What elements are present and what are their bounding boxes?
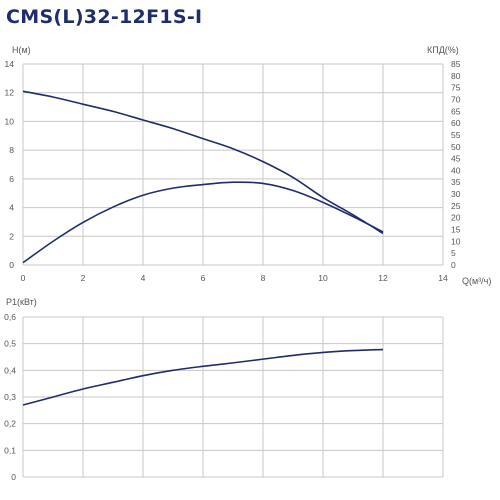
top-y-right-tick-label: 85: [451, 59, 461, 69]
top-y-right-tick-label: 60: [451, 118, 461, 128]
bottom-ylabel: P1(кВт): [6, 297, 37, 307]
top-y-left-tick-label: 8: [9, 145, 14, 155]
top-y-right-tick-label: 65: [451, 106, 461, 116]
top-y-left-tick-label: 4: [9, 203, 14, 213]
top-x-tick-label: 8: [261, 273, 266, 283]
top-x-tick-label: 10: [318, 273, 328, 283]
top-y-right-tick-label: 80: [451, 71, 461, 81]
top-y-left-tick-label: 0: [9, 260, 14, 270]
top-y-right-tick-label: 70: [451, 94, 461, 104]
top-ylabel-left: H(м): [12, 45, 31, 55]
top-y-left-tick-label: 14: [5, 59, 15, 69]
top-y-left-tick-label: 2: [9, 231, 14, 241]
top-x-tick-label: 6: [201, 273, 206, 283]
top-y-right-tick-label: 0: [451, 260, 456, 270]
top-y-right-tick-label: 5: [451, 248, 456, 258]
top-x-tick-label: 2: [81, 273, 86, 283]
top-y-right-tick-label: 45: [451, 154, 461, 164]
bottom-y-tick-label: 0: [11, 472, 16, 482]
top-x-tick-label: 12: [378, 273, 388, 283]
bottom-y-tick-label: 0,3: [4, 392, 16, 402]
top-x-tick-label: 14: [438, 273, 448, 283]
top-y-left-tick-label: 6: [9, 174, 14, 184]
top-x-tick-label: 4: [141, 273, 146, 283]
top-y-right-tick-label: 40: [451, 165, 461, 175]
efficiency-curve: [22, 181, 384, 264]
top-y-left-tick-label: 12: [5, 88, 15, 98]
power-curve: [22, 348, 384, 406]
top-y-right-tick-label: 75: [451, 83, 461, 93]
top-ylabel-right: КПД(%): [427, 45, 459, 55]
bottom-y-tick-label: 0,5: [4, 339, 16, 349]
bottom-y-tick-label: 0,1: [4, 445, 16, 455]
top-y-right-tick-label: 10: [451, 236, 461, 246]
top-y-right-tick-label: 55: [451, 130, 461, 140]
top-y-right-tick-label: 30: [451, 189, 461, 199]
bottom-y-tick-label: 0,2: [4, 419, 16, 429]
top-y-right-tick-label: 15: [451, 225, 461, 235]
top-y-right-tick-label: 35: [451, 177, 461, 187]
top-xlabel: Q(м³/ч): [462, 276, 491, 286]
top-y-left-tick-label: 10: [5, 116, 15, 126]
top-y-right-tick-label: 20: [451, 213, 461, 223]
top-y-right-tick-label: 50: [451, 142, 461, 152]
top-x-tick-label: 0: [21, 273, 26, 283]
bottom-y-tick-label: 0,6: [4, 312, 16, 322]
chart-title: CMS(L)32-12F1S-I: [6, 6, 203, 28]
bottom-y-tick-label: 0,4: [4, 365, 16, 375]
head-curve: [22, 90, 384, 235]
top-y-right-tick-label: 25: [451, 201, 461, 211]
